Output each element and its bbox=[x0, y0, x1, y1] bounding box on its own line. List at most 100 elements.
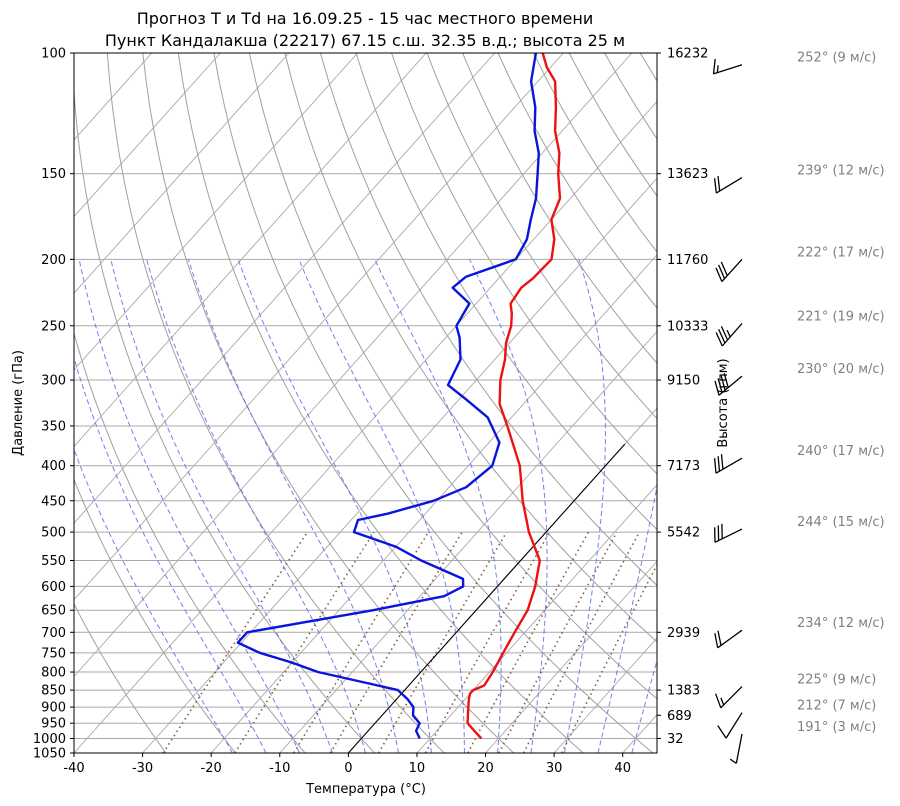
wind-barb bbox=[715, 322, 743, 347]
mixing-ratio-line bbox=[560, 563, 657, 753]
dry-adiabat bbox=[676, 53, 900, 753]
y-tick-label: 550 bbox=[41, 554, 66, 569]
y-tick-label: 1000 bbox=[33, 732, 66, 747]
wind-profile: 252° (9 м/с) 239° (12 м/с) 222° (17 м/с) 22… bbox=[712, 51, 885, 764]
wind-barb-staff bbox=[715, 457, 743, 474]
y-tick-label: 300 bbox=[41, 374, 66, 389]
isotherm bbox=[74, 100, 657, 753]
y-tick-label: 1050 bbox=[33, 747, 66, 762]
dry-adiabat bbox=[391, 53, 657, 475]
wind-barb-feather bbox=[720, 261, 728, 276]
wind-barb-feather bbox=[716, 65, 719, 73]
moist-adiabat bbox=[74, 356, 267, 753]
wind-barb-staff bbox=[717, 629, 743, 649]
y-tick-label: 700 bbox=[41, 626, 66, 641]
dry-adiabat bbox=[639, 53, 657, 82]
height-tick-label: 5542 bbox=[667, 526, 700, 541]
isotherm bbox=[348, 407, 657, 753]
dry-adiabat bbox=[426, 53, 657, 420]
wind-label: 244° (15 м/с) bbox=[797, 515, 885, 530]
x-tick-label: -30 bbox=[132, 761, 153, 776]
moist-adiabat bbox=[74, 448, 233, 753]
wind-barb-feather bbox=[717, 630, 722, 646]
wind-barb-staff bbox=[713, 64, 743, 75]
isotherm bbox=[74, 53, 290, 294]
wind-barb bbox=[714, 686, 743, 709]
isotherm bbox=[74, 53, 221, 218]
wind-barb-feather bbox=[713, 458, 717, 474]
height-tick-label: 1383 bbox=[667, 684, 700, 699]
dry-adiabat bbox=[319, 53, 657, 587]
y-tick-label: 900 bbox=[41, 701, 66, 716]
y-tick-label: 450 bbox=[41, 494, 66, 509]
wind-barb-feather bbox=[715, 332, 723, 347]
wind-label: 222° (17 м/с) bbox=[797, 245, 885, 260]
dry-adiabat bbox=[853, 53, 900, 753]
dry-adiabat bbox=[106, 53, 445, 753]
gridlines bbox=[74, 53, 900, 753]
x-tick-label: -20 bbox=[201, 761, 222, 776]
wind-label: 225° (9 м/с) bbox=[797, 673, 876, 688]
wind-label: 240° (17 м/с) bbox=[797, 444, 885, 459]
dry-adiabat bbox=[213, 53, 654, 753]
y-tick-label: 500 bbox=[41, 526, 66, 541]
y-axis-right-label: Высота (гпм) bbox=[716, 358, 731, 447]
wind-label: 230° (20 м/с) bbox=[797, 362, 885, 377]
mixing-ratio-line bbox=[424, 531, 551, 753]
height-tick-label: 7173 bbox=[667, 459, 700, 474]
wind-barb bbox=[714, 629, 743, 649]
isotherm bbox=[74, 53, 496, 524]
x-axis-label: Температура (°C) bbox=[305, 782, 426, 797]
y-tick-label: 850 bbox=[41, 684, 66, 699]
height-tick-label: 13623 bbox=[667, 167, 708, 182]
dry-adiabat bbox=[74, 478, 236, 753]
moist-adiabat bbox=[631, 658, 657, 753]
isotherm bbox=[74, 53, 564, 601]
mixing-ratio-line bbox=[377, 531, 508, 753]
moist-adiabat bbox=[110, 259, 333, 753]
dry-adiabat bbox=[74, 85, 376, 753]
moist-adiabat bbox=[298, 259, 465, 753]
wind-label: 221° (19 м/с) bbox=[797, 309, 885, 324]
y-tick-label: 100 bbox=[41, 47, 66, 62]
isotherm bbox=[416, 484, 657, 753]
mixing-ratio-line bbox=[522, 531, 641, 753]
wind-barb bbox=[712, 58, 743, 75]
wind-barb bbox=[713, 176, 743, 194]
x-tick-label: 10 bbox=[409, 761, 426, 776]
moist-adiabat bbox=[187, 259, 399, 753]
wind-barb-feather bbox=[715, 267, 723, 282]
wind-barb-feather bbox=[714, 380, 720, 396]
wind-barb-feather bbox=[712, 58, 716, 74]
mixing-ratio-line bbox=[467, 531, 590, 753]
wind-barb bbox=[729, 733, 743, 764]
wind-barb bbox=[714, 523, 743, 543]
y-tick-label: 200 bbox=[41, 253, 66, 268]
dry-adiabat bbox=[568, 53, 657, 197]
wind-barb-feather bbox=[720, 697, 725, 706]
plot-frame bbox=[73, 52, 658, 754]
wind-barb-feather bbox=[717, 176, 721, 192]
wind-barb-feather bbox=[714, 693, 722, 709]
chart-title-line2: Пункт Кандалакша (22217) 67.15 с.ш. 32.3… bbox=[105, 31, 625, 50]
y-tick-label: 750 bbox=[41, 646, 66, 661]
wind-barb-staff bbox=[720, 686, 743, 709]
height-tick-label: 16232 bbox=[667, 47, 708, 62]
y-tick-label: 600 bbox=[41, 580, 66, 595]
wind-barb-feather bbox=[720, 326, 729, 341]
height-tick-label: 10333 bbox=[667, 319, 708, 334]
wind-barb bbox=[715, 258, 743, 283]
zero-isotherm-line bbox=[347, 443, 626, 753]
y-tick-label: 950 bbox=[41, 717, 66, 732]
height-tick-label: 11760 bbox=[667, 253, 708, 268]
dry-adiabat bbox=[74, 602, 167, 753]
isotherm bbox=[210, 254, 657, 753]
x-tick-label: -10 bbox=[269, 761, 290, 776]
wind-barb-feather bbox=[729, 758, 737, 764]
wind-barb-staff bbox=[725, 712, 743, 739]
height-tick-label: 9150 bbox=[667, 374, 700, 389]
axes: -40 -30 -20 -10 0 10 20 30 40 100 150 200 250 300 350 4… bbox=[33, 47, 708, 777]
x-tick-label: 40 bbox=[614, 761, 631, 776]
wind-barb-feather bbox=[713, 178, 717, 194]
